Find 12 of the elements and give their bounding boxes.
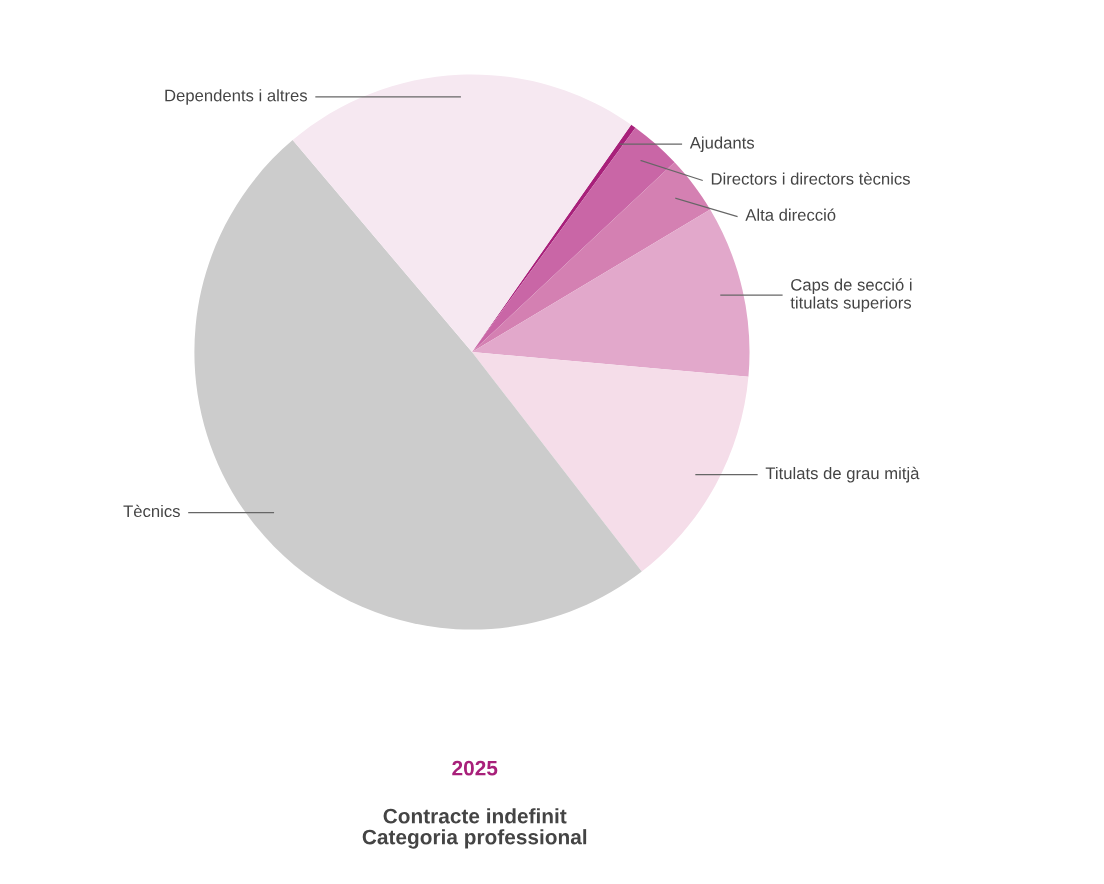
pie-slice: [471, 127, 675, 353]
text: 2025: [452, 760, 498, 776]
slice-label: Dependents i altres: [165, 89, 308, 105]
slice-label: Titulats de grau mitjà: [765, 466, 920, 483]
pie-slice: [194, 140, 642, 630]
slice-label: Directors i directors tècnics: [711, 172, 910, 185]
pie-slice: [471, 162, 711, 353]
text: Contracte indefinit Categoria professional: [362, 808, 587, 849]
slice-label: Tècnics: [123, 504, 180, 518]
slice-label: Ajudants: [689, 136, 755, 152]
slice-label: Alta direcció: [745, 208, 836, 221]
slice-label: Caps de secció i titulats superiors: [790, 278, 912, 312]
